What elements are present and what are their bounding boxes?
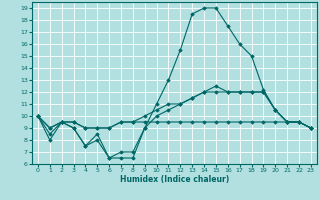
X-axis label: Humidex (Indice chaleur): Humidex (Indice chaleur) <box>120 175 229 184</box>
